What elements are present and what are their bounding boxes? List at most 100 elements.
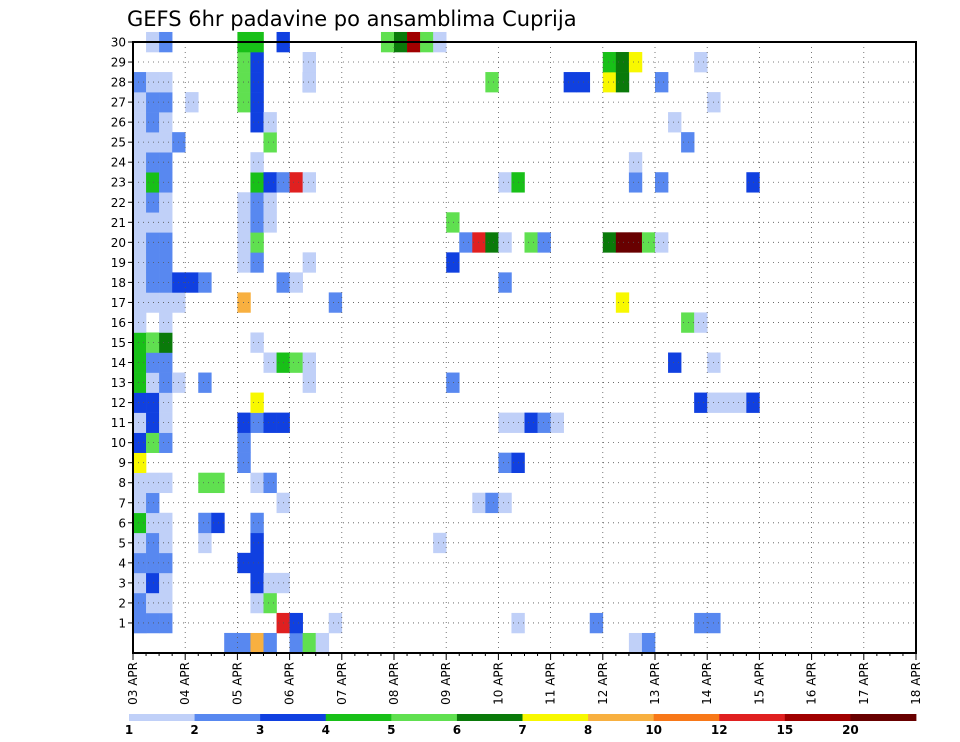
heatmap-cell [146,592,160,614]
y-tick-label: 17 [111,296,126,310]
heatmap-cell [237,292,251,313]
heatmap-cell [655,172,669,193]
colorbar-swatch [325,714,392,721]
heatmap-cell [133,92,147,113]
heatmap-cell [550,412,564,433]
heatmap-cell [694,312,708,333]
y-tick-label: 24 [111,156,126,170]
heatmap-cell [159,212,173,233]
y-tick-label: 23 [111,176,126,190]
heatmap-cell [146,512,160,534]
heatmap-cell [655,72,669,93]
heatmap-cell [159,292,173,313]
heatmap-cell [146,112,160,133]
heatmap-cell [159,112,173,133]
heatmap-cell [159,332,173,353]
y-axis: 1234567891011121314151617181920212223242… [111,36,133,630]
gridlines [133,41,916,653]
heatmap-cell [133,512,147,534]
heatmap-cell [146,612,160,634]
heatmap-cell [694,392,708,413]
heatmap-cell [185,92,199,113]
heatmap-cell [237,252,251,273]
heatmap-cell [720,392,734,413]
heatmap-cell [250,592,264,614]
heatmap-cell [615,232,630,253]
x-tick-label: 08 APR [387,662,401,705]
heatmap-cell [146,472,160,494]
heatmap-cell [628,232,643,253]
heatmap-cell [263,632,277,654]
heatmap-cell [250,632,264,654]
colorbar-swatch [129,714,195,721]
heatmap-cell [146,292,160,313]
y-tick-label: 11 [111,416,126,430]
colorbar-label: 8 [584,723,592,737]
heatmap-cell [159,192,173,213]
heatmap-cell [498,172,512,193]
heatmap-cell [250,232,264,253]
heatmap-cell [733,392,747,413]
heatmap-cell [289,352,303,373]
heatmap-cell [328,612,343,634]
colorbar-label: 10 [645,723,662,737]
y-tick-label: 13 [111,376,126,390]
heatmap-cell [146,372,160,393]
y-tick-label: 25 [111,136,126,150]
heatmap-cell [589,612,604,634]
heatmap-cell [146,532,160,554]
heatmap-cell [250,412,264,433]
heatmap-cell [133,372,147,393]
colorbar-label: 20 [842,723,859,737]
heatmap-cell [133,312,147,333]
heatmap-cell [498,412,512,433]
x-tick-label: 15 APR [752,662,766,705]
heatmap-cell [250,472,264,494]
heatmap-cell [146,132,160,153]
heatmap-cell [133,172,147,193]
x-tick-label: 14 APR [700,662,714,705]
heatmap-cell [159,272,173,293]
x-tick-label: 18 APR [909,662,923,705]
heatmap-cell [668,112,682,133]
heatmap-cell [655,232,669,253]
colorbar-label: 6 [453,723,461,737]
y-tick-label: 20 [111,236,126,250]
heatmap-cell [237,212,251,233]
x-tick-label: 10 APR [491,662,505,705]
heatmap-cell [302,172,316,193]
heatmap-cell [146,552,160,574]
heatmap-cell [237,192,251,213]
heatmap-cell [146,572,160,594]
heatmap-cell [133,492,147,514]
heatmap-cell [302,72,316,93]
heatmap-cell [133,452,147,473]
colorbar-swatch [456,714,523,721]
heatmap-cell [159,132,173,153]
heatmap-cell [250,152,264,173]
heatmap-cell [237,232,251,253]
heatmap-cell [250,192,264,213]
y-tick-label: 4 [118,556,126,570]
heatmap-cell [133,112,147,133]
heatmap-cell [159,392,173,413]
y-tick-label: 7 [118,496,126,510]
heatmap-cell [133,392,147,413]
heatmap-cell [198,472,212,494]
heatmap-cell [302,632,316,654]
heatmap-cell [694,612,708,634]
heatmap-cell [133,472,147,494]
y-tick-label: 30 [111,36,126,50]
heatmap-cell [263,352,277,373]
heatmap-cell [159,552,173,574]
heatmap-cell [133,232,147,253]
heatmap-cell [250,552,264,574]
x-tick-label: 05 APR [230,662,244,705]
y-tick-label: 6 [118,516,126,530]
y-tick-label: 8 [118,476,126,490]
x-axis: 03 APR 04 APR 05 APR 06 APR 07 APR 08 APR 09 A… [126,653,923,705]
heatmap-cell [198,272,212,293]
y-tick-label: 18 [111,276,126,290]
heatmap-cell [289,172,303,193]
heatmap-cell [146,92,160,113]
